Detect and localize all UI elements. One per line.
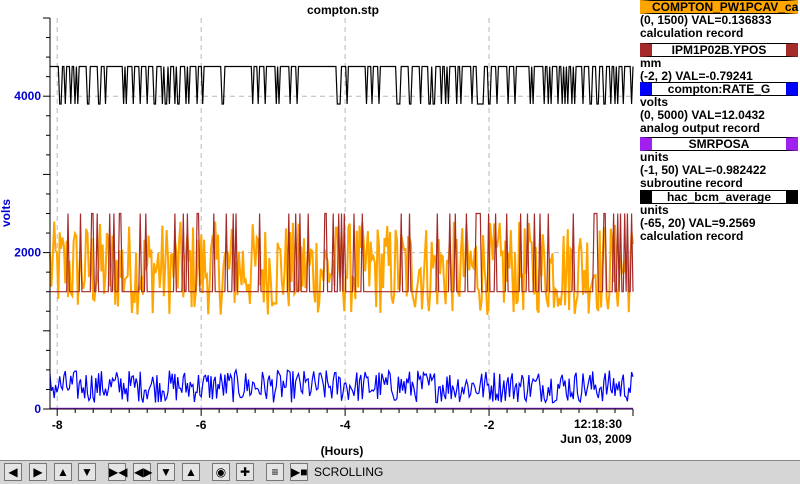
legend-series-detail: volts: [640, 95, 669, 109]
arrow-down-icon[interactable]: ▼: [78, 463, 96, 481]
x-tick-label: -4: [340, 418, 351, 432]
legend-series-detail: (-65, 20) VAL=9.2569: [640, 216, 756, 230]
chart-title: compton.stp: [307, 3, 379, 17]
compress-vertical-icon[interactable]: ▲: [182, 463, 200, 481]
legend-series-detail: (0, 1500) VAL=0.136833: [640, 13, 772, 27]
legend-series-name: compton:RATE_G: [640, 82, 798, 96]
legend-series-name: COMPTON_PW1PCAV_ca: [640, 0, 798, 14]
series-line-3: [49, 367, 634, 404]
legend-series-name: IPM1P02B.YPOS: [640, 43, 798, 57]
arrow-up-icon[interactable]: ▲: [54, 463, 72, 481]
legend-item[interactable]: compton:RATE_G volts (0, 5000) VAL=12.0432…: [640, 82, 798, 135]
legend-series-detail: analog output record: [640, 121, 760, 135]
expand-vertical-icon[interactable]: ▼: [157, 463, 175, 481]
date-label: Jun 03, 2009: [560, 432, 632, 446]
series-layer: [49, 65, 634, 409]
axes: -8 -6 -4 -2 0 2000 4000: [14, 17, 634, 432]
x-axis-label: (Hours): [321, 444, 364, 458]
compress-horizontal-icon[interactable]: ◀▶: [133, 463, 153, 481]
legend-series-detail: calculation record: [640, 229, 744, 243]
legend-series-name: hac_bcm_average: [640, 190, 798, 204]
legend-item[interactable]: COMPTON_PW1PCAV_ca (0, 1500) VAL=0.136833…: [640, 0, 798, 40]
x-tick-label: -2: [484, 418, 495, 432]
arrow-left-icon[interactable]: ◀: [4, 463, 22, 481]
y-axis-label: volts: [0, 199, 13, 227]
zoom-in-box-icon[interactable]: ▶■: [290, 463, 308, 481]
toolbar: ◀ ▶ ▲ ▼ ▶◀ ◀▶ ▼ ▲ ◉ ✚ ≡ ▶■ SCROLLING: [0, 460, 800, 484]
legend-series-detail: units: [640, 150, 669, 164]
legend: COMPTON_PW1PCAV_ca (0, 1500) VAL=0.136833…: [636, 0, 800, 460]
legend-series-detail: units: [640, 203, 669, 217]
expand-horizontal-icon[interactable]: ▶◀: [108, 463, 128, 481]
plus-icon[interactable]: ✚: [236, 463, 254, 481]
legend-series-detail: calculation record: [640, 26, 744, 40]
chart-area: compton.stp -8 -6 -4 -2 0 2000 4000 volts (Hou…: [0, 3, 634, 458]
y-tick-label: 0: [34, 402, 41, 416]
x-tick-label: -8: [52, 418, 63, 432]
y-tick-label: 2000: [14, 246, 41, 260]
legend-item[interactable]: IPM1P02B.YPOS mm (-2, 2) VAL=-0.79241: [640, 43, 798, 83]
x-tick-label: -6: [196, 418, 207, 432]
series-line-5: [50, 65, 634, 105]
legend-series-name: SMRPOSA: [640, 137, 798, 151]
y-tick-label: 4000: [14, 89, 41, 103]
legend-series-detail: (-1, 50) VAL=-0.982422: [640, 163, 767, 177]
zoom-fit-icon[interactable]: ≡: [266, 463, 284, 481]
legend-series-detail: (0, 5000) VAL=12.0432: [640, 108, 765, 122]
legend-series-detail: (-2, 2) VAL=-0.79241: [640, 69, 753, 83]
legend-item[interactable]: hac_bcm_average units (-65, 20) VAL=9.2569…: [640, 190, 798, 243]
legend-series-detail: subroutine record: [640, 176, 743, 190]
x-end-time-label: 12:18:30: [574, 417, 622, 431]
arrow-right-icon[interactable]: ▶: [29, 463, 47, 481]
legend-item[interactable]: SMRPOSA units (-1, 50) VAL=-0.982422 subrou…: [640, 137, 798, 190]
scrolling-status: SCROLLING: [314, 465, 384, 479]
circle-icon[interactable]: ◉: [212, 463, 230, 481]
legend-series-detail: mm: [640, 56, 662, 70]
series-line-2: [50, 212, 634, 293]
